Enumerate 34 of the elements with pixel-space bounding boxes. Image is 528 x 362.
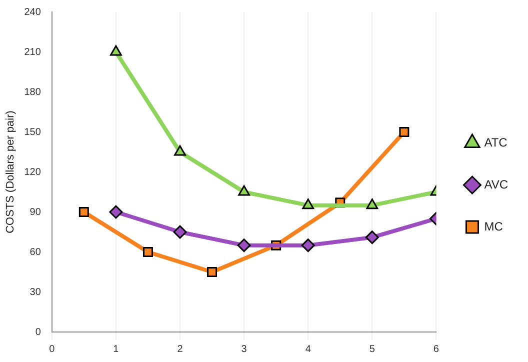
y-tick-label: 210 <box>24 46 42 58</box>
point <box>142 247 153 257</box>
y-tick-label: 150 <box>24 126 42 138</box>
x-tick-label: 5 <box>369 344 376 355</box>
x-tick-label: 3 <box>241 344 248 355</box>
point <box>237 238 251 252</box>
x-tick-label: 6 <box>433 344 440 355</box>
y-tick-label: 30 <box>30 286 42 298</box>
point <box>109 205 123 219</box>
y-tick-label: 60 <box>30 246 42 258</box>
point <box>173 225 187 239</box>
point <box>78 207 89 217</box>
point <box>301 238 315 252</box>
y-tick-label: 180 <box>24 86 42 98</box>
legend-label: MC <box>484 219 504 234</box>
point <box>174 145 186 156</box>
point <box>207 267 218 277</box>
legend-label: ATC <box>484 135 508 150</box>
point <box>399 127 410 137</box>
point <box>110 45 122 56</box>
y-tick-label: 0 <box>35 326 42 338</box>
point <box>302 198 314 210</box>
y-axis-title: COSTS (Dollars per pair) <box>4 110 17 234</box>
x-tick-label: 1 <box>113 344 120 355</box>
x-tick-label: 2 <box>177 344 184 355</box>
x-tick-label: 4 <box>305 344 312 355</box>
point <box>238 185 250 196</box>
point <box>365 230 379 244</box>
y-tick-label: 90 <box>30 206 42 218</box>
point <box>366 198 378 210</box>
legend-label: AVC <box>484 177 508 192</box>
y-tick-label: 120 <box>24 166 42 178</box>
y-tick-label: 240 <box>24 6 42 18</box>
x-tick-label: 0 <box>49 344 56 355</box>
